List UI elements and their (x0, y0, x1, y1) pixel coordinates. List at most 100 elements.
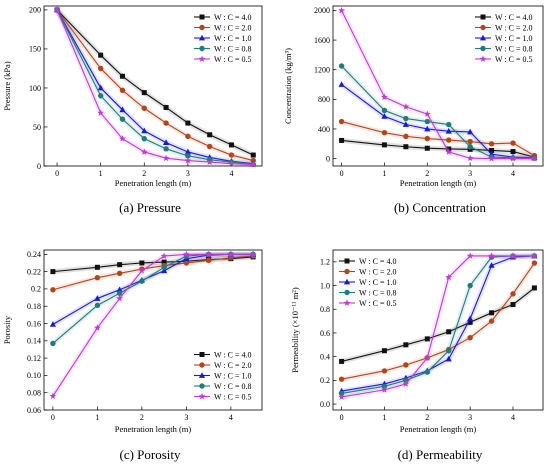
data-point-3 (138, 267, 146, 274)
data-point-0 (338, 63, 345, 69)
legend-label: W : C = 4.0 (214, 13, 251, 22)
plot-frame (43, 5, 263, 167)
y-tick-label: 1.0 (320, 281, 330, 290)
legend-item: W : C = 0.8 (475, 44, 532, 53)
data-point-3 (141, 90, 147, 96)
data-point-legend (479, 55, 487, 62)
legend-item: W : C = 4.0 (194, 13, 251, 22)
legend-item: W : C = 4.0 (194, 350, 251, 359)
data-point-legend (343, 278, 351, 285)
x-tick-label: 2 (142, 169, 146, 178)
data-point-6 (488, 318, 495, 324)
data-point-8 (250, 152, 256, 158)
legend-item: W : C = 1.0 (339, 278, 396, 287)
x-axis-label: Penetration length (m) (115, 178, 192, 188)
data-point-1 (381, 129, 388, 136)
legend-item: W : C = 2.0 (194, 23, 251, 32)
data-point-1 (381, 142, 387, 148)
legend-item: W : C = 2.0 (339, 267, 396, 276)
data-point-6 (488, 141, 495, 147)
data-point-7 (509, 252, 517, 259)
x-tick-label: 3 (468, 413, 472, 422)
legend-label: W : C = 0.5 (214, 55, 251, 64)
data-point-5 (185, 133, 191, 140)
data-point-1 (94, 295, 101, 301)
x-tick-label: 4 (229, 169, 233, 178)
data-point-4 (163, 104, 169, 110)
data-point-6 (488, 252, 495, 259)
legend-item: W : C = 0.8 (339, 288, 396, 297)
legend-label: W : C = 4.0 (495, 13, 532, 22)
x-tick-label: 2 (140, 413, 144, 422)
data-point-5 (467, 335, 473, 341)
y-tick-label: 200 (29, 6, 41, 15)
data-point-4 (446, 348, 452, 354)
x-axis-label: Penetration length (m) (400, 424, 477, 434)
y-tick-label: 0 (326, 154, 330, 163)
series-5 (49, 250, 257, 400)
data-point-5 (467, 282, 473, 289)
data-point-5 (467, 144, 473, 150)
data-point-6 (207, 132, 213, 138)
data-point-7 (228, 142, 234, 148)
data-point-2 (116, 286, 123, 293)
data-point-1 (381, 113, 388, 119)
data-point-legend (480, 14, 486, 20)
data-point-legend (199, 45, 205, 52)
y-tick-label: 0.22 (27, 267, 41, 276)
legend-label: W : C = 4.0 (359, 257, 396, 266)
data-point-2 (119, 106, 126, 113)
x-axis-label: Penetration length (m) (115, 424, 192, 434)
series-5 (338, 252, 538, 400)
series-5 (338, 6, 538, 162)
y-tick-label: 0.24 (27, 250, 41, 259)
data-point-6 (489, 310, 495, 316)
y-tick-label: 0.12 (27, 354, 41, 363)
legend-item: W : C = 0.5 (194, 392, 251, 401)
data-point-8 (531, 252, 538, 259)
data-point-legend (480, 45, 486, 52)
chart-panel-2: 0 1 2 3 4 0 400 800 1200 1600 2000 Penetration leng… (283, 5, 544, 215)
data-point-0 (49, 321, 56, 327)
data-point-3 (424, 369, 430, 375)
chart-panel-1: 0 1 2 3 4 0 50 100 150 200 Penetration length (m) P… (2, 5, 263, 215)
legend-item: W : C = 1.0 (475, 34, 532, 43)
chart-caption: (c) Porosity (119, 447, 181, 462)
legend: W : C = 4.0W : C = 2.0 W : C = 1.0 W : C =… (194, 13, 251, 64)
data-point-7 (510, 291, 516, 297)
data-point-2 (402, 103, 410, 110)
data-point-legend (479, 34, 487, 41)
plot-frame (332, 249, 544, 411)
data-point-5 (467, 315, 474, 322)
x-tick-label: 3 (184, 413, 188, 422)
data-point-2 (119, 116, 126, 122)
data-point-legend (198, 392, 206, 400)
data-point-6 (205, 250, 213, 258)
data-point-3 (424, 145, 430, 151)
data-point-3 (424, 336, 430, 342)
y-tick-label: 400 (318, 125, 330, 134)
data-point-0 (338, 6, 345, 14)
y-tick-label: 0.18 (27, 302, 41, 311)
y-axis-label: Permeability (×10⁻¹¹ m²) (290, 287, 300, 373)
y-tick-label: 1200 (314, 66, 330, 75)
data-point-1 (94, 274, 101, 281)
data-point-0 (338, 376, 345, 382)
data-point-1 (97, 109, 105, 116)
data-point-0 (50, 287, 56, 293)
data-point-5 (183, 260, 190, 266)
x-tick-label: 2 (425, 169, 429, 178)
legend-item: W : C = 0.5 (475, 55, 532, 64)
data-point-4 (160, 252, 168, 259)
legend-item: W : C = 4.0 (339, 257, 396, 266)
legend-label: W : C = 2.0 (214, 23, 251, 32)
legend-item: W : C = 1.0 (194, 371, 251, 380)
legend: W : C = 4.0W : C = 2.0W : C = 1.0W : C =… (194, 350, 251, 401)
x-tick-label: 4 (229, 413, 233, 422)
legend-label: W : C = 1.0 (214, 34, 251, 43)
data-point-2 (403, 342, 409, 348)
data-point-2 (403, 115, 409, 122)
chart-panel-3: 0 1 2 3 4 0.06 0.08 0.10 0.12 0.14 0.16 0.18 0.2 0.22… (2, 249, 263, 462)
data-point-0 (338, 393, 345, 400)
x-tick-label: 4 (511, 413, 515, 422)
